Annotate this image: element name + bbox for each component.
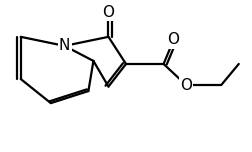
- Text: O: O: [103, 5, 114, 20]
- Text: N: N: [59, 38, 70, 53]
- Text: O: O: [180, 78, 192, 93]
- Text: O: O: [168, 32, 180, 47]
